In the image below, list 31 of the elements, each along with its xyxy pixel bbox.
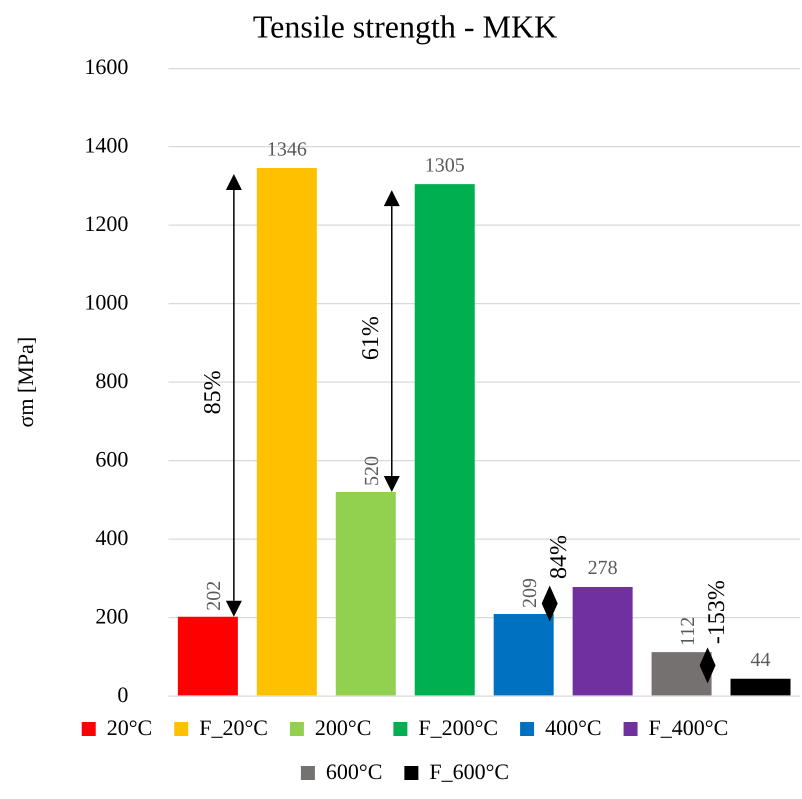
y-tick-label: 600 [95,446,128,472]
y-tick-label: 1000 [84,290,128,315]
data-label: 1305 [424,154,465,176]
y-axis-title: σm [MPa] [12,336,38,428]
data-label: 209 [518,578,541,608]
annotation: 61% [358,316,384,360]
data-label: 1346 [266,138,307,160]
y-tick-label: 1200 [84,211,128,236]
legend-label: 20°C [106,714,152,740]
y-tick-label: 400 [95,524,128,550]
annotation: 85% [200,370,226,414]
legend-label: 400°C [545,714,602,740]
legend-label: F_400°C [648,714,728,740]
legend-label: 600°C [326,758,382,784]
y-tick-label: 1600 [84,54,128,80]
legend-label: F_20°C [199,714,268,740]
legend-label: F_200°C [418,714,498,740]
annotation: -153% [704,580,730,644]
y-tick-label: 800 [95,368,128,393]
legend-label: 200°C [314,714,372,740]
data-label: 278 [588,557,618,580]
data-label: 112 [676,616,699,646]
y-tick-label: 1400 [84,132,128,158]
chart-title: Tensile strength - MKK [252,8,558,45]
y-tick-label: 0 [117,682,128,707]
annotation: 84% [546,534,572,579]
data-label: 44 [750,648,771,671]
data-label: 520 [361,456,384,486]
legend-label: F_600°C [429,758,510,784]
data-label: 202 [203,580,226,611]
y-tick-label: 200 [95,603,128,628]
